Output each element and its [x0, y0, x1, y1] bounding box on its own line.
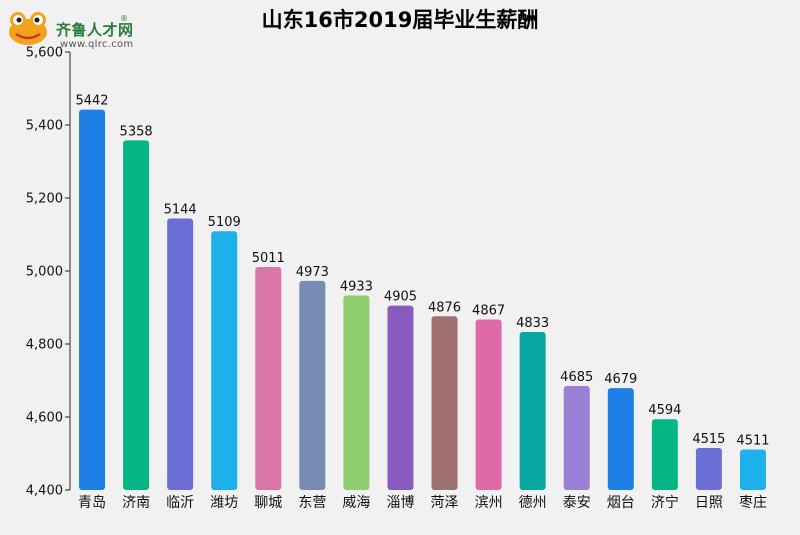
data-label: 4867: [472, 304, 505, 319]
data-label: 5109: [208, 215, 241, 230]
x-tick-label: 枣庄: [739, 494, 767, 511]
x-tick-label: 临沂: [166, 495, 194, 511]
x-axis: 青岛 济南 临沂 潍坊 聊城 东营 威海 淄博 菏泽 滨州 德州 泰安 烟台 济宁 日照 枣庄: [78, 494, 767, 511]
bar: [387, 305, 414, 490]
data-label: 4973: [296, 265, 329, 280]
x-tick-label: 聊城: [254, 495, 282, 511]
data-label: 4685: [560, 370, 593, 385]
bar: [255, 266, 282, 490]
bar: [475, 319, 502, 490]
bar: [79, 109, 106, 491]
data-label: 4833: [516, 316, 549, 331]
x-tick-label: 滨州: [475, 495, 503, 511]
y-tick-label: 4,400: [26, 484, 63, 499]
data-label: 4933: [340, 279, 373, 294]
y-axis: 4,400 4,600 4,800 5,000 5,200 5,400 5,600: [26, 46, 70, 499]
data-label: 5442: [75, 94, 108, 109]
x-tick-label: 威海: [342, 495, 370, 511]
bar: [431, 316, 458, 490]
y-tick-label: 5,600: [26, 46, 63, 61]
data-label: 4905: [384, 290, 417, 305]
bar-series: 5442 5358 5144 5109 5011 4973 4933 4905 4876 4867…: [75, 94, 770, 491]
bar: [607, 388, 634, 490]
logo-url: www.qlrc.com: [60, 39, 134, 50]
frog-logo-icon: [9, 12, 47, 45]
y-tick-label: 5,200: [26, 192, 63, 207]
y-tick-label: 5,000: [26, 265, 63, 280]
bar: [211, 231, 238, 490]
x-tick-label: 烟台: [607, 495, 635, 511]
x-tick-label: 菏泽: [431, 495, 459, 511]
bar: [739, 449, 766, 490]
data-label: 4876: [428, 300, 461, 315]
bar: [123, 140, 150, 490]
bar: [343, 295, 370, 490]
chart-title: 山东16市2019届毕业生薪酬: [261, 8, 539, 32]
data-label: 4679: [604, 372, 637, 387]
x-tick-label: 泰安: [563, 495, 591, 511]
data-label: 4511: [736, 433, 769, 448]
x-tick-label: 德州: [519, 495, 547, 511]
x-tick-label: 东营: [298, 495, 326, 511]
x-tick-label: 淄博: [386, 494, 414, 511]
data-label: 4594: [648, 403, 681, 418]
bar: [519, 331, 546, 490]
x-tick-label: 济南: [122, 495, 150, 511]
y-tick-label: 5,400: [26, 119, 63, 134]
bar: [299, 280, 326, 490]
data-label: 4515: [692, 432, 725, 447]
data-label: 5011: [252, 251, 285, 266]
bar: [563, 385, 590, 490]
bar: [695, 448, 722, 490]
x-tick-label: 潍坊: [210, 495, 238, 511]
y-tick-label: 4,600: [26, 411, 63, 426]
bar: [651, 419, 678, 490]
bar: [167, 218, 194, 490]
y-tick-label: 4,800: [26, 338, 63, 353]
x-tick-label: 青岛: [78, 495, 106, 511]
site-logo[interactable]: 齐鲁人才网 ® www.qlrc.com: [6, 8, 156, 50]
data-label: 5144: [164, 202, 197, 217]
x-tick-label: 济宁: [651, 494, 679, 511]
x-tick-label: 日照: [695, 495, 723, 511]
logo-registered-mark: ®: [120, 14, 128, 23]
logo-name: 齐鲁人才网: [56, 21, 134, 39]
data-label: 5358: [120, 124, 153, 139]
